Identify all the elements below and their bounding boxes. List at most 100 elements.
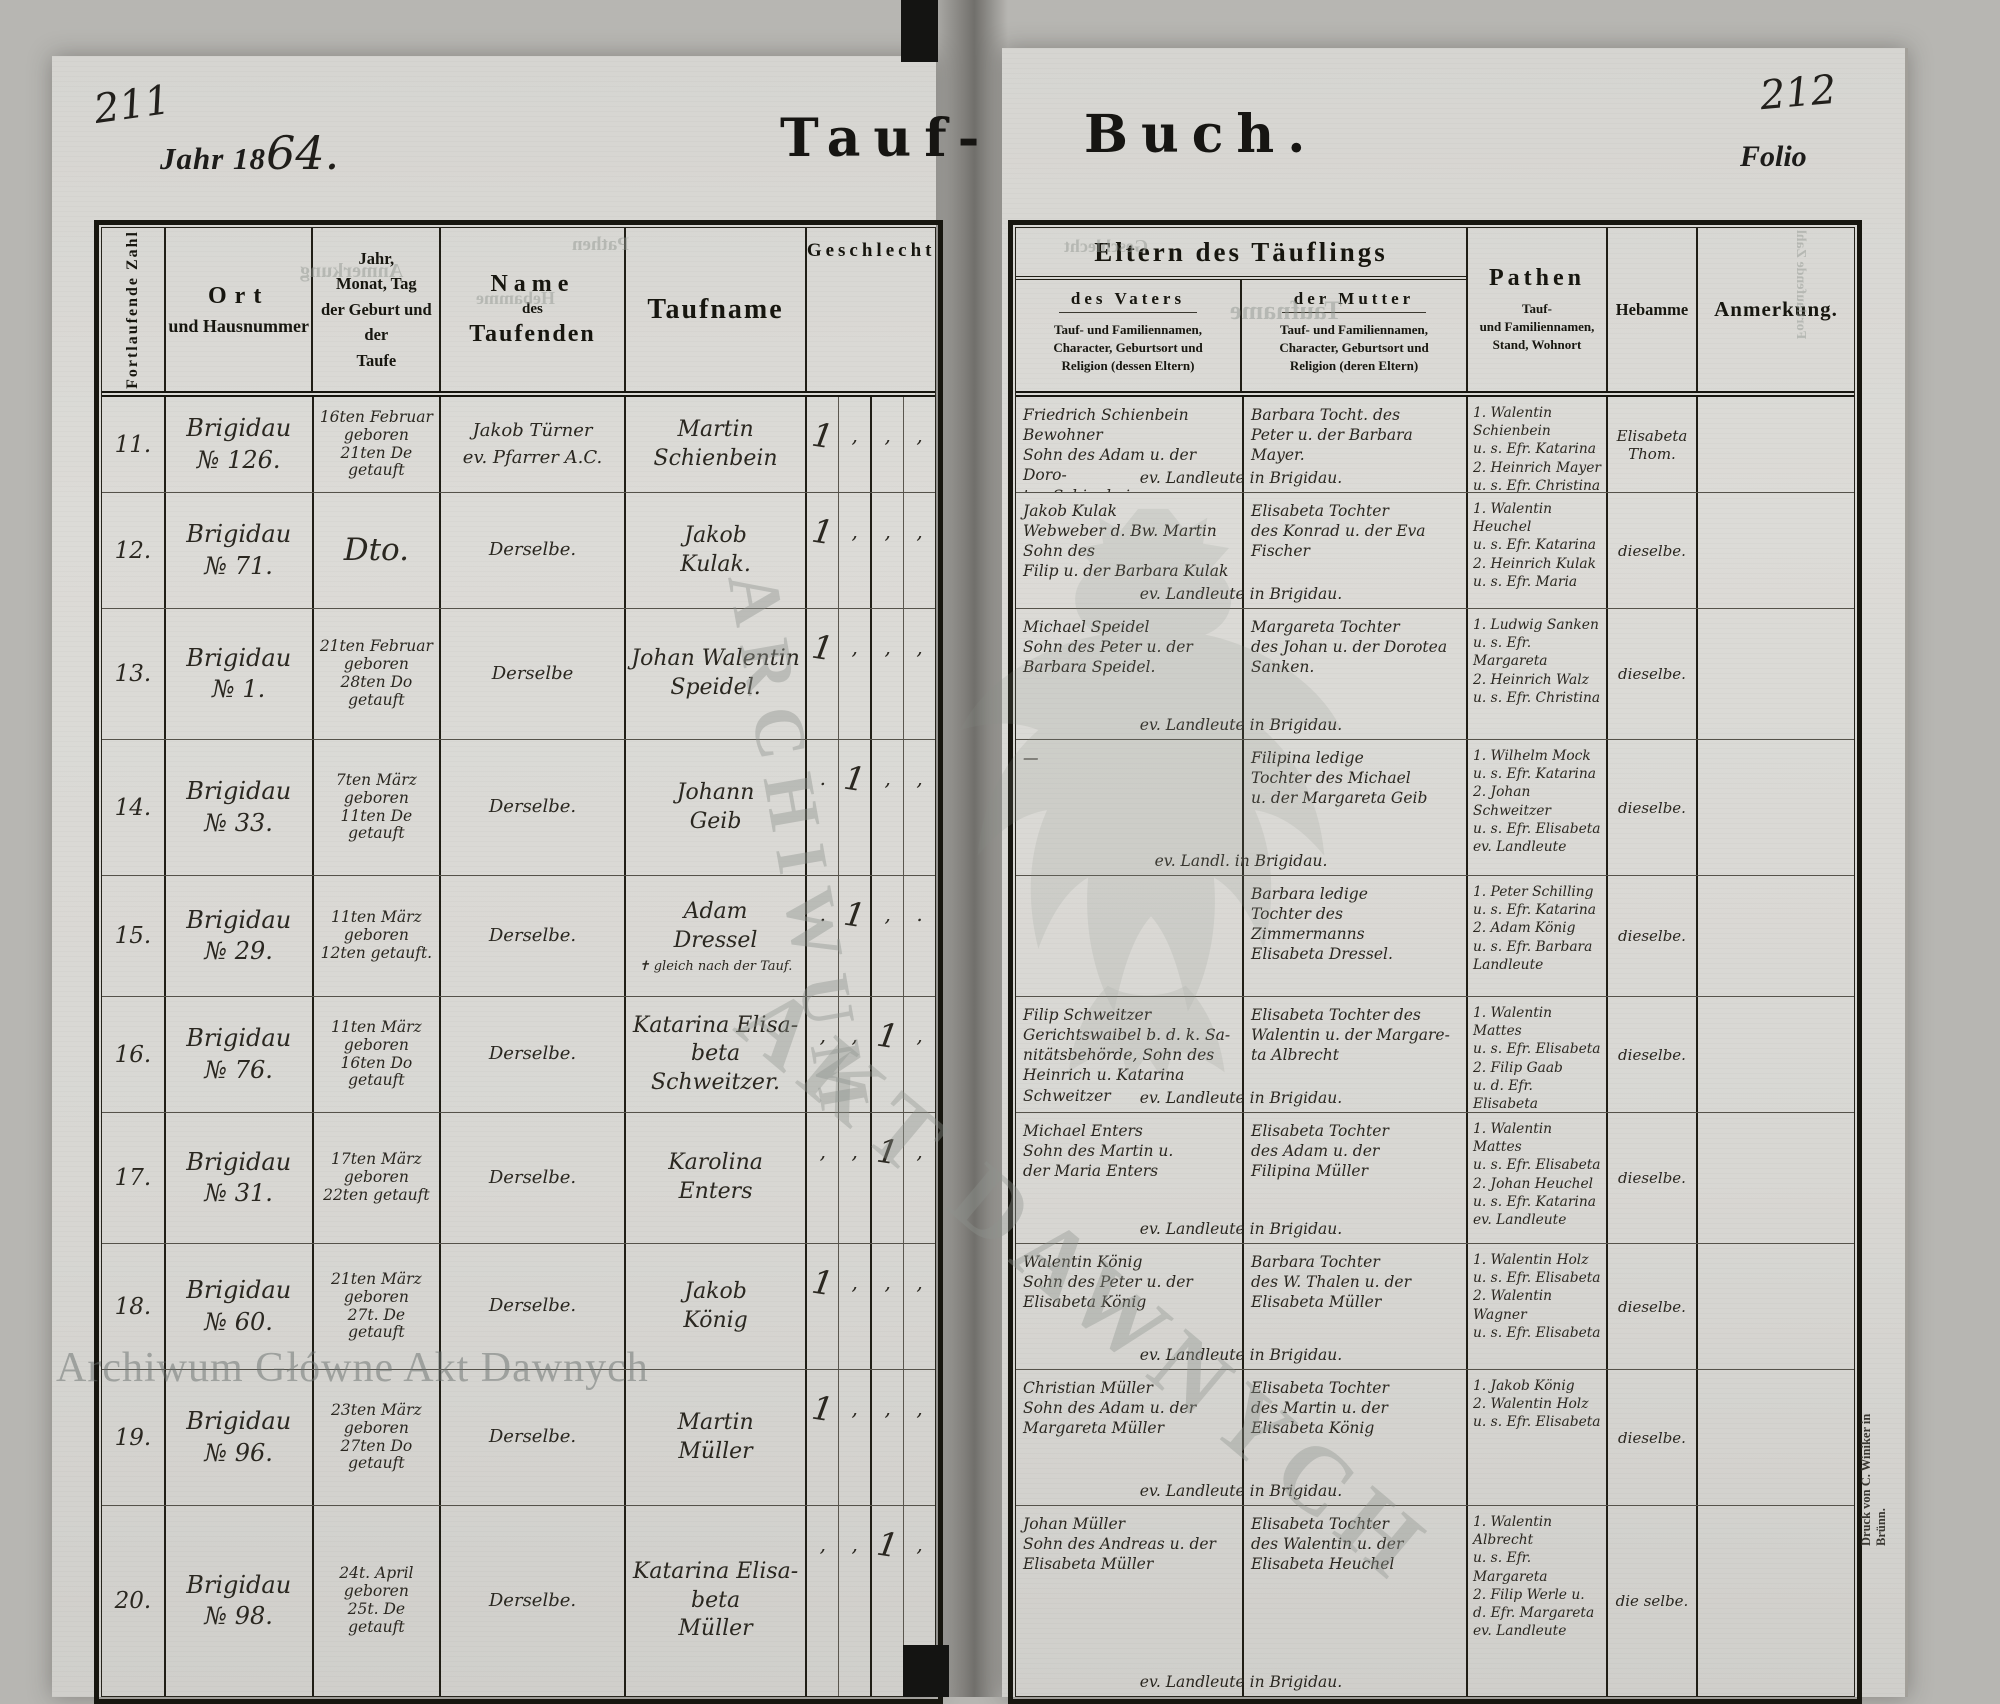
remark-entry [1696, 397, 1854, 492]
row-date: 11ten März geboren 16ten Do getauft [311, 997, 440, 1112]
col-header-date: Jahr, Monat, Tag der Geburt und der Tauf… [311, 228, 439, 391]
sex-mark-cell: . [903, 876, 935, 996]
register-row-left: 19. Brigidau № 96. 23ten März geboren 27te… [102, 1369, 935, 1505]
sex-mark: 1 [809, 1387, 837, 1430]
register-row-left: 14. Brigidau № 33. 7ten März geboren 11ten… [102, 739, 935, 875]
register-row-right: Johan Müller Sohn des Andreas u. der Eli… [1016, 1505, 1854, 1696]
mother-entry: Elisabeta Tochter des Walentin u. der El… [1251, 1515, 1404, 1574]
sex-marks: . 1,. [805, 876, 935, 996]
row-date: 23ten März geboren 27ten Do getauft [311, 1370, 440, 1505]
midwife-entry: dieselbe. [1606, 1370, 1696, 1505]
book-title-right: Buch. [1084, 104, 1319, 165]
sex-mark-cell: . [807, 876, 838, 996]
sex-mark: 1 [809, 414, 837, 457]
sex-mark: , [884, 1396, 891, 1420]
sex-mark-cell: , [870, 397, 903, 492]
sex-mark-cell: , [807, 1506, 838, 1696]
register-row-left: 11. Brigidau № 126. 16ten Februar geboren … [102, 397, 935, 492]
godparents-label: Pathen [1489, 264, 1585, 291]
parents-cell: Jakob Kulak Webweber d. Bw. Martin Sohn … [1016, 493, 1466, 608]
sex-mark-cell: , [903, 397, 935, 492]
register-row-left: 15. Brigidau № 29. 11ten März geboren 12te… [102, 875, 935, 996]
row-number: 11. [114, 431, 152, 458]
row-date: 17ten März geboren 22ten getauft [311, 1113, 440, 1243]
sex-mark-cell: , [903, 609, 935, 739]
mother-description: Tauf- und Familiennamen, Character, Gebu… [1279, 322, 1429, 374]
right-table-inner: Eltern des Täuflings des Vaters Tauf- un… [1015, 227, 1855, 1697]
row-baptizer: Derselbe. [439, 493, 624, 608]
row-baptism-name: Martin Schienbein [623, 397, 806, 492]
row-place: Brigidau № 33. [163, 740, 312, 875]
col-header-midwife: Hebamme [1606, 228, 1696, 391]
sex-mark: . [819, 766, 826, 790]
register-row-left: 13. Brigidau № 1. 21ten Februar geboren 28… [102, 608, 935, 739]
sex-marks: 1,,, [805, 609, 935, 739]
baptism-name-text: Karolina Enters [668, 1150, 763, 1204]
col-header-baptism-name: Taufname [623, 228, 806, 391]
parents-footer: ev. Landleute in Brigidau. [1139, 1089, 1343, 1107]
register-row-right: — Filipina ledige Tochter des Michael u. … [1016, 739, 1854, 875]
parents-cell: Christian Müller Sohn des Adam u. der Ma… [1016, 1370, 1466, 1505]
father-entry: Walentin König Sohn des Peter u. der Eli… [1016, 1244, 1244, 1369]
register-row-left: 17. Brigidau № 31. 17ten März geboren 22te… [102, 1112, 935, 1243]
row-baptism-name: Katarina Elisa- beta Schweitzer. [623, 997, 806, 1112]
row-number: 20. [114, 1588, 152, 1614]
sex-mark: , [819, 1139, 826, 1163]
parents-cell: — Filipina ledige Tochter des Michael u. … [1016, 740, 1466, 875]
row-number: 12. [114, 537, 152, 564]
row-number: 19. [114, 1424, 152, 1451]
godparents-entry: 1. Walentin Schienbein u. s. Efr. Katari… [1466, 397, 1606, 492]
parents-footer: ev. Landleute in Brigidau. [1139, 716, 1343, 734]
right-table-header: Eltern des Täuflings des Vaters Tauf- un… [1016, 228, 1854, 397]
sex-mark-cell: , [903, 997, 935, 1112]
register-row-left: 20. Brigidau № 98. 24t. April geboren 25t.… [102, 1505, 935, 1696]
sex-mark-cell: 1 [870, 997, 903, 1112]
right-table-body: Friedrich Schienbein Bewohner Sohn des A… [1016, 397, 1854, 1696]
row-date: 11ten März geboren 12ten getauft. [311, 876, 440, 996]
sex-mark-cell: 1 [870, 1506, 903, 1696]
sex-mark-cell: 1 [807, 397, 838, 492]
sex-marks: ,, 1, [805, 1506, 935, 1696]
baptism-name-text: Jakob Kulak. [680, 522, 751, 577]
sex-mark: , [916, 1023, 923, 1047]
row-number: 16. [114, 1041, 152, 1068]
father-entry: Jakob Kulak Webweber d. Bw. Martin Sohn … [1016, 493, 1244, 608]
sex-mark: , [916, 766, 923, 790]
register-row-right: Christian Müller Sohn des Adam u. der Ma… [1016, 1369, 1854, 1505]
mother-subheader: der Mutter Tauf- und Familiennamen, Char… [1240, 280, 1466, 391]
left-table-body: 11. Brigidau № 126. 16ten Februar geboren … [102, 397, 935, 1696]
sex-mark-cell: , [870, 876, 903, 996]
sex-mark-cell: . [807, 740, 838, 875]
parents-footer: ev. Landl. in Brigidau. [1154, 852, 1328, 870]
row-date: 24t. April geboren 25t. De getauft [311, 1506, 440, 1696]
sex-mark-cell: , [838, 1370, 870, 1505]
sex-mark-cell: , [838, 397, 870, 492]
register-row-left: 12. Brigidau № 71. Dto. Derselbe. Jakob Kula… [102, 492, 935, 608]
register-row-right: Jakob Kulak Webweber d. Bw. Martin Sohn … [1016, 492, 1854, 608]
sex-mark: , [851, 1396, 858, 1420]
godparents-entry: 1. Walentin Mattes u. s. Efr. Elisabeta … [1466, 997, 1606, 1112]
row-baptism-name: Jakob Kulak. [623, 493, 806, 608]
sex-mark-cell: 1 [838, 876, 870, 996]
row-baptizer: Derselbe. [439, 1506, 624, 1696]
godparents-entry: 1. Walentin Holz u. s. Efr. Elisabeta 2.… [1466, 1244, 1606, 1369]
sex-mark-cell: 1 [807, 1244, 838, 1369]
sex-mark: , [884, 635, 891, 659]
row-date: 7ten März geboren 11ten De getauft [311, 740, 440, 875]
father-entry: Johan Müller Sohn des Andreas u. der Eli… [1016, 1506, 1244, 1696]
row-place: Brigidau № 76. [163, 997, 312, 1112]
mother-entry: Elisabeta Tochter des Martin u. der Elis… [1251, 1379, 1389, 1438]
left-table-header: Fortlaufende Zahl Ort und Hausnummer Jah… [102, 228, 935, 397]
sex-marks: ,, 1, [805, 1113, 935, 1243]
father-entry: Filip Schweitzer Gerichtswaibel b. d. k.… [1016, 997, 1244, 1112]
row-place: Brigidau № 98. [163, 1506, 312, 1696]
col-header-running-number: Fortlaufende Zahl [102, 228, 164, 391]
sex-mark: , [916, 519, 923, 543]
parents-footer: ev. Landleute in Brigidau. [1139, 1220, 1343, 1238]
sex-mark-cell: , [838, 1113, 870, 1243]
year-printed-label: Jahr 18 [160, 141, 267, 176]
midwife-entry: dieselbe. [1606, 493, 1696, 608]
sex-mark: . [916, 902, 923, 926]
row-baptism-name: Jakob König [623, 1244, 806, 1369]
baptism-name-text: Adam Dressel [673, 899, 758, 953]
